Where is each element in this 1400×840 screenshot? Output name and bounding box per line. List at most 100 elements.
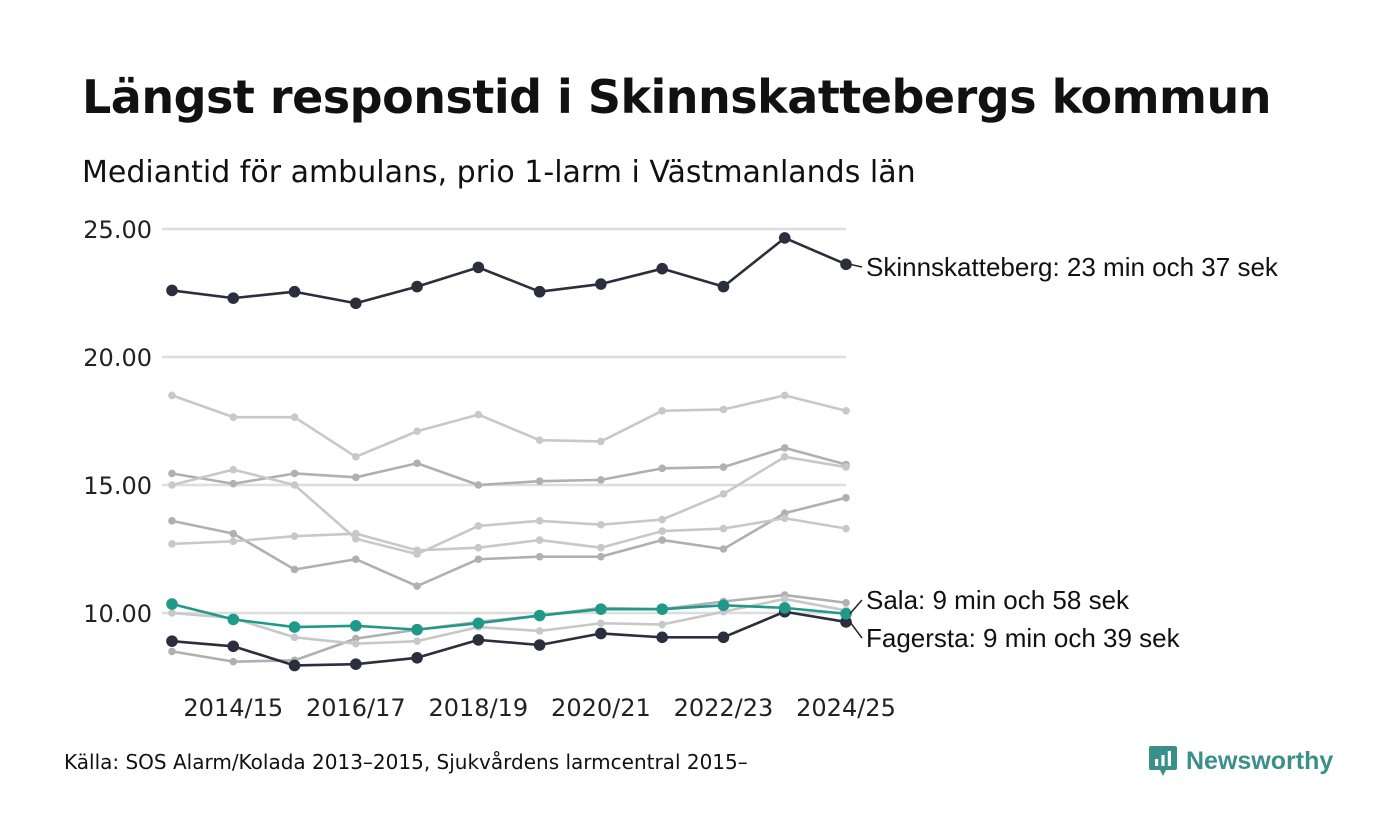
chart-title: Längst responstid i Skinnskattebergs kom…: [82, 70, 1271, 124]
label-leader-line: [849, 599, 863, 615]
series-line: [171, 610, 847, 667]
data-point: [474, 543, 483, 552]
data-point: [413, 637, 421, 645]
data-point: [411, 652, 423, 664]
data-point: [840, 616, 852, 628]
y-tick-label: 25.00: [83, 216, 152, 244]
data-point: [535, 517, 544, 525]
data-point: [840, 607, 852, 620]
data-point: [597, 619, 605, 628]
series-skinnskatteberg: [166, 232, 852, 310]
data-point: [474, 522, 483, 530]
y-tick-label: 20.00: [83, 344, 152, 372]
data-point: [719, 405, 728, 414]
series-line: [171, 394, 847, 459]
data-point: [227, 640, 240, 653]
series-övrig-kommun-a: [168, 391, 850, 461]
data-point: [717, 280, 730, 293]
data-point: [290, 532, 299, 540]
brand-logo[interactable]: Newsworthy: [1148, 744, 1333, 778]
data-point: [474, 481, 483, 489]
data-point: [472, 261, 485, 274]
data-point: [413, 546, 421, 555]
data-point: [288, 285, 301, 298]
data-point: [290, 633, 299, 642]
series-line: [171, 602, 847, 631]
series-övrig-kommun-d: [168, 494, 850, 590]
data-point: [168, 540, 176, 548]
line-chart: 10.00 15.00 20.00 25.00 2014/15 2016/17 2018/…: [83, 216, 1279, 720]
series-end-label: Sala: 9 min och 58 sek: [866, 585, 1130, 615]
data-point: [229, 465, 238, 474]
data-point: [719, 490, 728, 498]
data-point: [842, 524, 850, 533]
data-point: [290, 481, 299, 489]
data-point: [658, 464, 666, 473]
data-point: [472, 634, 485, 646]
data-point: [597, 552, 605, 561]
data-point: [535, 552, 544, 561]
data-point: [227, 292, 240, 304]
data-point: [352, 639, 360, 648]
data-point: [168, 517, 176, 525]
data-point: [842, 494, 850, 502]
data-point: [229, 537, 238, 546]
data-point: [411, 280, 423, 293]
data-point: [780, 444, 789, 452]
series-line: [171, 236, 847, 305]
data-point: [413, 459, 421, 468]
data-point: [656, 631, 668, 644]
data-point: [719, 463, 728, 471]
data-point: [658, 620, 666, 629]
data-point: [168, 469, 176, 478]
data-point: [595, 627, 607, 640]
data-point: [778, 602, 791, 614]
data-point: [413, 582, 421, 590]
data-point: [840, 258, 852, 271]
x-tick-label: 2020/21: [551, 694, 651, 720]
brand-name: Newsworthy: [1186, 746, 1334, 775]
data-point: [350, 620, 362, 632]
data-point: [413, 427, 421, 436]
data-point: [780, 514, 789, 523]
gridlines: [162, 227, 846, 615]
x-tick-label: 2016/17: [306, 694, 406, 720]
data-point: [656, 603, 668, 615]
data-point: [595, 278, 607, 290]
data-point: [597, 437, 605, 446]
data-point: [288, 621, 301, 633]
data-point: [658, 536, 666, 544]
data-point: [597, 476, 605, 484]
data-point: [842, 463, 850, 471]
data-point: [229, 413, 238, 421]
data-point: [229, 529, 238, 538]
chart-subtitle: Mediantid för ambulans, prio 1-larm i Vä…: [82, 155, 916, 190]
y-axis-ticks: 10.00 15.00 20.00 25.00: [83, 216, 152, 628]
data-point: [533, 609, 546, 622]
label-leader-line: [849, 263, 863, 268]
data-point: [411, 623, 423, 636]
data-point: [290, 413, 299, 421]
data-point: [350, 658, 362, 670]
data-point: [352, 555, 360, 564]
data-point: [288, 659, 301, 672]
data-point: [535, 627, 544, 635]
data-point: [656, 262, 668, 275]
data-point: [472, 617, 485, 630]
label-leader-line: [849, 621, 863, 639]
series-end-label: Skinnskatteberg: 23 min och 37 sek: [866, 252, 1279, 282]
source-note: Källa: SOS Alarm/Kolada 2013–2015, Sjukv…: [64, 750, 748, 774]
data-point: [474, 410, 483, 419]
data-point: [719, 545, 728, 553]
data-point: [658, 406, 666, 415]
bar-chart-speech-bubble-icon: [1149, 746, 1177, 776]
data-point: [290, 565, 299, 574]
x-axis-ticks: 2014/15 2016/17 2018/19 2020/21 2022/23 2024/…: [183, 694, 895, 720]
data-point: [719, 524, 728, 533]
data-point: [352, 453, 360, 461]
series-end-labels: Skinnskatteberg: 23 min och 37 sek Fagers…: [849, 252, 1279, 653]
series-line: [171, 597, 847, 646]
y-tick-label: 10.00: [83, 600, 152, 628]
data-point: [535, 436, 544, 445]
data-point: [168, 609, 176, 617]
